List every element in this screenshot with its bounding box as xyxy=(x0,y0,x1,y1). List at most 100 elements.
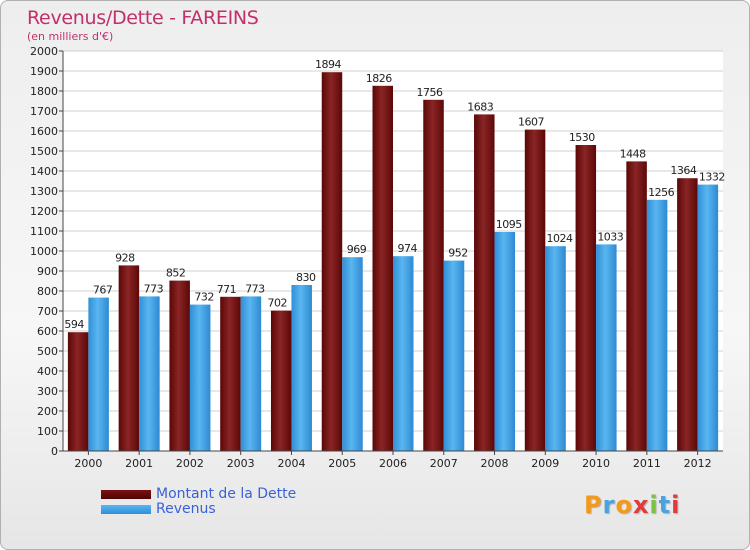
y-tick-label: 2000 xyxy=(30,45,58,58)
bar-dette xyxy=(321,72,343,451)
bar-revenus xyxy=(646,199,668,451)
data-label-dette: 1364 xyxy=(670,164,696,177)
logo-letter: o xyxy=(615,491,633,519)
legend-label-revenus: Revenus xyxy=(156,501,216,517)
data-label-revenus: 732 xyxy=(194,291,214,304)
data-label-revenus: 767 xyxy=(93,284,113,297)
bar-revenus xyxy=(443,260,465,451)
data-label-dette: 1448 xyxy=(620,147,646,160)
y-tick-label: 200 xyxy=(37,405,58,418)
x-tick-label: 2000 xyxy=(74,457,102,470)
bar-revenus xyxy=(494,232,516,451)
bar-revenus xyxy=(342,257,363,451)
legend-swatch-revenus xyxy=(101,505,151,514)
bar-revenus xyxy=(139,296,160,451)
data-label-dette: 928 xyxy=(115,251,135,264)
y-tick-label: 1600 xyxy=(30,125,58,138)
y-tick-label: 500 xyxy=(37,345,58,358)
y-tick-label: 300 xyxy=(37,385,58,398)
logo-letter: i xyxy=(671,491,681,519)
y-tick-label: 1500 xyxy=(30,145,58,158)
x-tick-label: 2012 xyxy=(684,457,712,470)
bar-revenus xyxy=(240,296,262,451)
x-tick-label: 2011 xyxy=(633,457,661,470)
y-tick-label: 1900 xyxy=(30,65,58,78)
data-label-revenus: 1033 xyxy=(597,230,623,243)
bar-dette xyxy=(270,310,292,451)
bar-dette xyxy=(220,296,241,451)
y-tick-label: 1000 xyxy=(30,245,58,258)
data-label-revenus: 969 xyxy=(347,243,367,256)
data-label-revenus: 1256 xyxy=(648,186,674,199)
x-tick-label: 2005 xyxy=(328,457,356,470)
data-label-dette: 1530 xyxy=(569,131,595,144)
data-label-revenus: 1332 xyxy=(699,171,725,184)
x-tick-label: 2010 xyxy=(582,457,610,470)
bar-dette xyxy=(626,161,647,451)
x-tick-label: 2007 xyxy=(430,457,458,470)
bar-dette xyxy=(524,129,546,451)
x-tick-label: 2003 xyxy=(227,457,255,470)
bar-dette xyxy=(67,332,89,451)
bar-dette xyxy=(372,85,393,452)
data-label-revenus: 830 xyxy=(296,271,316,284)
y-tick-label: 400 xyxy=(37,365,58,378)
data-label-dette: 1607 xyxy=(518,116,544,129)
y-tick-label: 700 xyxy=(37,305,58,318)
y-tick-label: 1700 xyxy=(30,105,58,118)
bar-dette xyxy=(423,99,444,452)
chart-subtitle: (en milliers d'€) xyxy=(27,30,114,43)
bar-revenus xyxy=(393,256,414,451)
bar-revenus xyxy=(596,244,617,451)
y-tick-label: 1200 xyxy=(30,205,58,218)
x-tick-label: 2009 xyxy=(531,457,559,470)
y-tick-label: 1300 xyxy=(30,185,58,198)
y-tick-label: 100 xyxy=(37,425,58,438)
logo-letter: x xyxy=(632,491,650,519)
y-tick-label: 1100 xyxy=(30,225,58,238)
data-label-dette: 1894 xyxy=(315,58,341,71)
data-label-revenus: 952 xyxy=(448,247,468,260)
bar-revenus xyxy=(697,184,719,451)
x-tick-label: 2001 xyxy=(125,457,153,470)
y-tick-label: 1400 xyxy=(30,165,58,178)
logo-letter: i xyxy=(649,491,659,519)
legend-swatch-dette xyxy=(101,490,151,499)
y-tick-label: 0 xyxy=(51,445,58,458)
bar-dette xyxy=(575,145,597,451)
data-label-dette: 1826 xyxy=(366,72,392,85)
data-label-dette: 1756 xyxy=(417,86,443,99)
bar-dette xyxy=(169,280,190,451)
x-tick-label: 2004 xyxy=(277,457,305,470)
x-tick-label: 2006 xyxy=(379,457,407,470)
chart-title: Revenus/Dette - FAREINS xyxy=(27,7,259,29)
data-label-dette: 852 xyxy=(166,267,186,280)
proxiti-logo: Proxiti xyxy=(584,491,680,519)
y-tick-label: 1800 xyxy=(30,85,58,98)
bar-revenus xyxy=(545,246,566,451)
logo-letter: P xyxy=(584,491,603,519)
data-label-dette: 702 xyxy=(267,297,287,310)
data-label-dette: 1683 xyxy=(467,100,493,113)
bar-revenus xyxy=(88,297,109,451)
x-tick-label: 2008 xyxy=(481,457,509,470)
data-label-revenus: 1024 xyxy=(547,232,573,245)
bar-revenus xyxy=(291,285,312,451)
logo-letter: r xyxy=(602,491,616,519)
y-tick-label: 600 xyxy=(37,325,58,338)
data-label-dette: 771 xyxy=(217,283,237,296)
bar-dette xyxy=(474,114,495,452)
data-label-revenus: 974 xyxy=(398,242,418,255)
bar-dette xyxy=(118,265,140,451)
bar-revenus xyxy=(189,304,211,451)
legend-label-dette: Montant de la Dette xyxy=(156,486,297,502)
logo-letter: t xyxy=(658,491,672,519)
data-label-revenus: 773 xyxy=(144,282,164,295)
bar-dette xyxy=(677,178,698,451)
y-tick-label: 900 xyxy=(37,265,58,278)
y-tick-label: 800 xyxy=(37,285,58,298)
data-label-dette: 594 xyxy=(64,318,84,331)
data-label-revenus: 773 xyxy=(245,282,265,295)
